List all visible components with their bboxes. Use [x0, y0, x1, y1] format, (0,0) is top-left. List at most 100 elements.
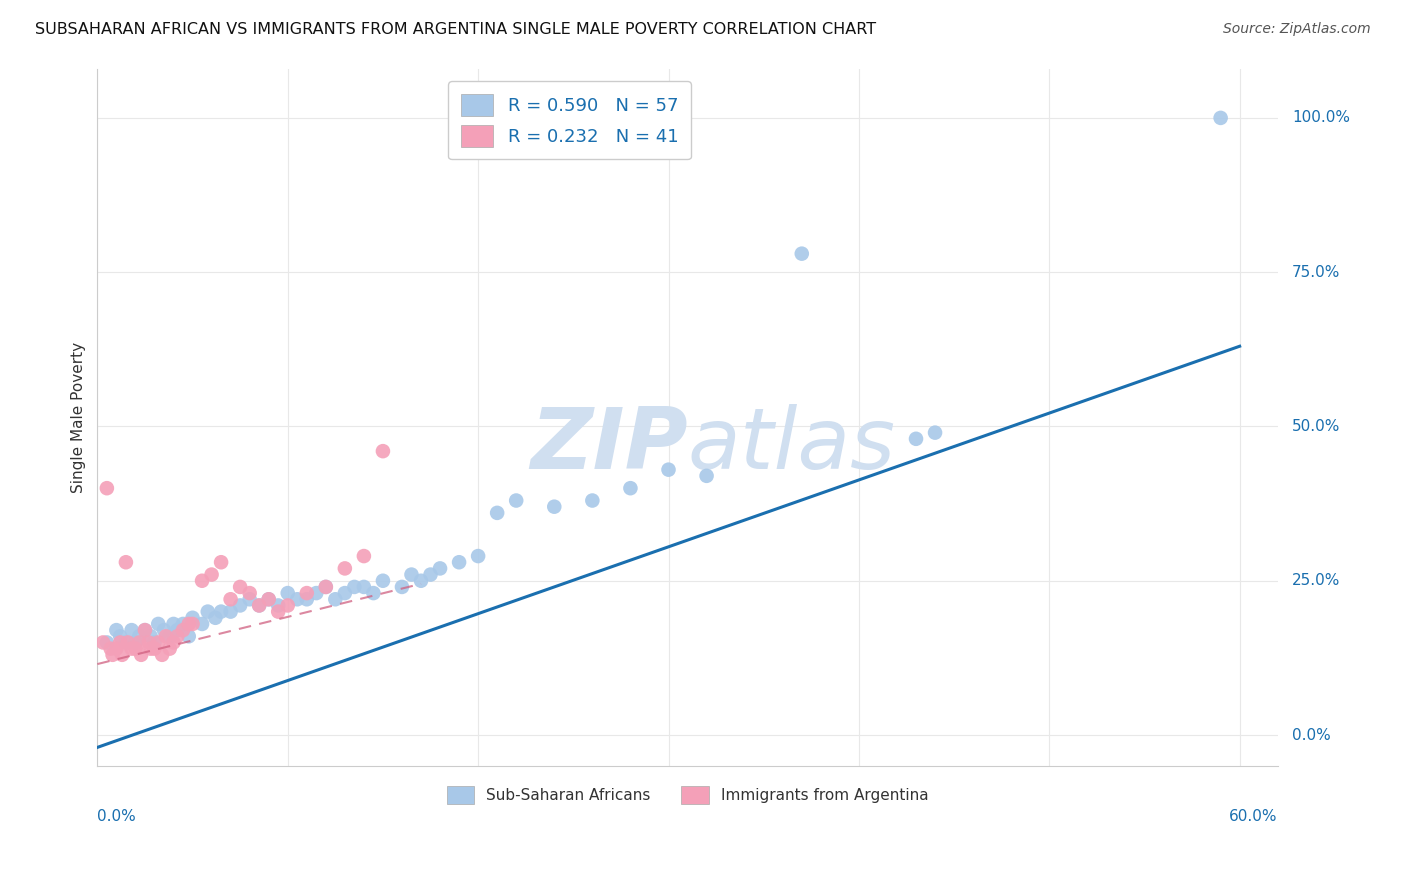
- Point: [343, 580, 366, 594]
- Text: Source: ZipAtlas.com: Source: ZipAtlas.com: [1223, 22, 1371, 37]
- Point: [128, 635, 150, 649]
- Point: [285, 592, 308, 607]
- Point: [143, 635, 166, 649]
- Text: atlas: atlas: [688, 403, 896, 487]
- Point: [191, 616, 214, 631]
- Point: [129, 648, 152, 662]
- Point: [449, 555, 471, 569]
- Point: [267, 599, 290, 613]
- Point: [353, 580, 375, 594]
- Point: [696, 468, 718, 483]
- Point: [409, 574, 432, 588]
- Point: [657, 463, 679, 477]
- Point: [191, 574, 214, 588]
- Point: [117, 635, 139, 649]
- Point: [124, 635, 146, 649]
- Point: [96, 481, 118, 495]
- Point: [150, 648, 173, 662]
- Point: [91, 635, 114, 649]
- Point: [209, 555, 232, 569]
- Point: [139, 629, 162, 643]
- Point: [155, 629, 177, 643]
- Point: [153, 623, 176, 637]
- Point: [333, 586, 356, 600]
- Text: 0.0%: 0.0%: [1292, 728, 1330, 742]
- Point: [401, 567, 423, 582]
- Point: [277, 586, 299, 600]
- Point: [177, 629, 200, 643]
- Point: [101, 648, 124, 662]
- Point: [219, 605, 242, 619]
- Text: 75.0%: 75.0%: [1292, 265, 1340, 280]
- Point: [790, 246, 813, 260]
- Point: [121, 641, 143, 656]
- Point: [247, 599, 270, 613]
- Point: [363, 586, 385, 600]
- Text: 0.0%: 0.0%: [97, 809, 136, 824]
- Point: [505, 493, 527, 508]
- Point: [100, 641, 122, 656]
- Text: SUBSAHARAN AFRICAN VS IMMIGRANTS FROM ARGENTINA SINGLE MALE POVERTY CORRELATION : SUBSAHARAN AFRICAN VS IMMIGRANTS FROM AR…: [35, 22, 876, 37]
- Point: [219, 592, 242, 607]
- Point: [134, 623, 156, 637]
- Point: [257, 592, 280, 607]
- Point: [239, 592, 262, 607]
- Point: [162, 616, 184, 631]
- Point: [305, 586, 328, 600]
- Point: [267, 605, 290, 619]
- Text: ZIP: ZIP: [530, 403, 688, 487]
- Point: [315, 580, 337, 594]
- Point: [905, 432, 928, 446]
- Point: [371, 444, 394, 458]
- Point: [229, 599, 252, 613]
- Point: [177, 616, 200, 631]
- Point: [325, 592, 347, 607]
- Point: [108, 629, 131, 643]
- Text: 50.0%: 50.0%: [1292, 419, 1340, 434]
- Point: [148, 616, 170, 631]
- Point: [353, 549, 375, 563]
- Point: [159, 629, 181, 643]
- Text: 100.0%: 100.0%: [1292, 111, 1350, 126]
- Point: [115, 555, 138, 569]
- Point: [209, 605, 232, 619]
- Point: [111, 648, 134, 662]
- Point: [121, 623, 143, 637]
- Point: [295, 592, 318, 607]
- Point: [172, 623, 194, 637]
- Y-axis label: Single Male Poverty: Single Male Poverty: [72, 342, 86, 492]
- Point: [315, 580, 337, 594]
- Point: [200, 567, 222, 582]
- Point: [277, 599, 299, 613]
- Point: [619, 481, 641, 495]
- Point: [197, 605, 219, 619]
- Point: [1209, 111, 1232, 125]
- Point: [162, 635, 184, 649]
- Text: 60.0%: 60.0%: [1229, 809, 1278, 824]
- Point: [333, 561, 356, 575]
- Point: [181, 611, 204, 625]
- Point: [247, 599, 270, 613]
- Text: 25.0%: 25.0%: [1292, 574, 1340, 588]
- Point: [105, 641, 128, 656]
- Point: [486, 506, 509, 520]
- Point: [371, 574, 394, 588]
- Point: [172, 616, 194, 631]
- Point: [391, 580, 413, 594]
- Point: [124, 641, 146, 656]
- Point: [543, 500, 565, 514]
- Point: [139, 641, 162, 656]
- Point: [204, 611, 226, 625]
- Point: [105, 623, 128, 637]
- Point: [239, 586, 262, 600]
- Point: [181, 616, 204, 631]
- Point: [115, 635, 138, 649]
- Point: [128, 629, 150, 643]
- Point: [143, 641, 166, 656]
- Point: [924, 425, 946, 440]
- Point: [138, 635, 160, 649]
- Point: [229, 580, 252, 594]
- Point: [467, 549, 489, 563]
- Point: [257, 592, 280, 607]
- Legend: Sub-Saharan Africans, Immigrants from Argentina: Sub-Saharan Africans, Immigrants from Ar…: [440, 780, 935, 811]
